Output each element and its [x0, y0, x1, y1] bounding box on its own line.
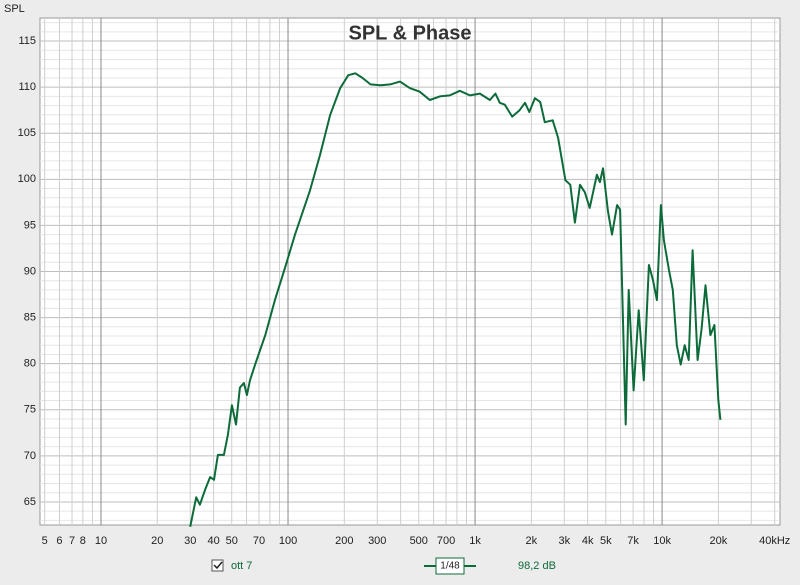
y-tick-label: 80: [24, 358, 36, 370]
y-tick-label: 85: [24, 311, 36, 323]
x-tick-label: 5: [42, 535, 48, 547]
x-tick-label: 40kHz: [759, 535, 790, 547]
x-tick-label: 1k: [469, 535, 481, 547]
x-tick-label: 5k: [600, 535, 612, 547]
readout: 98,2 dB: [518, 560, 556, 572]
checkmark: [213, 561, 223, 570]
x-tick-label: 10: [95, 535, 107, 547]
x-tick-label: 4k: [582, 535, 594, 547]
smoothing-box[interactable]: [435, 557, 465, 575]
y-tick-label: 110: [18, 81, 36, 93]
x-tick-label: 70: [253, 535, 265, 547]
y-tick-label: 105: [18, 127, 36, 139]
x-tick-label: 8: [80, 535, 86, 547]
x-tick-label: 7: [69, 535, 75, 547]
y-tick-label: 115: [18, 35, 36, 47]
x-tick-label: 2k: [526, 535, 538, 547]
x-tick-label: 200: [335, 535, 353, 547]
y-axis-label: SPL: [4, 3, 25, 15]
x-tick-label: 6: [56, 535, 62, 547]
x-tick-label: 300: [368, 535, 386, 547]
series-checkbox[interactable]: [211, 559, 224, 572]
x-tick-label: 700: [437, 535, 455, 547]
x-tick-label: 7k: [627, 535, 639, 547]
legend-series-name: ott 7: [231, 560, 252, 572]
x-tick-label: 500: [410, 535, 428, 547]
y-tick-label: 90: [24, 265, 36, 277]
y-tick-label: 70: [24, 450, 36, 462]
y-tick-label: 65: [24, 496, 36, 508]
y-tick-label: 75: [24, 404, 36, 416]
chart-title: SPL & Phase: [348, 22, 471, 44]
y-tick-label: 95: [24, 219, 36, 231]
x-tick-label: 100: [279, 535, 297, 547]
x-tick-label: 30: [184, 535, 196, 547]
x-tick-label: 3k: [558, 535, 570, 547]
y-tick-label: 100: [18, 173, 36, 185]
smoothing-label: 1/48: [440, 561, 460, 572]
x-tick-label: 10k: [653, 535, 671, 547]
series-line: [189, 72, 722, 527]
x-tick-label: 50: [226, 535, 238, 547]
x-tick-label: 20k: [710, 535, 728, 547]
x-tick-label: 40: [207, 535, 219, 547]
x-tick-label: 20: [151, 535, 163, 547]
